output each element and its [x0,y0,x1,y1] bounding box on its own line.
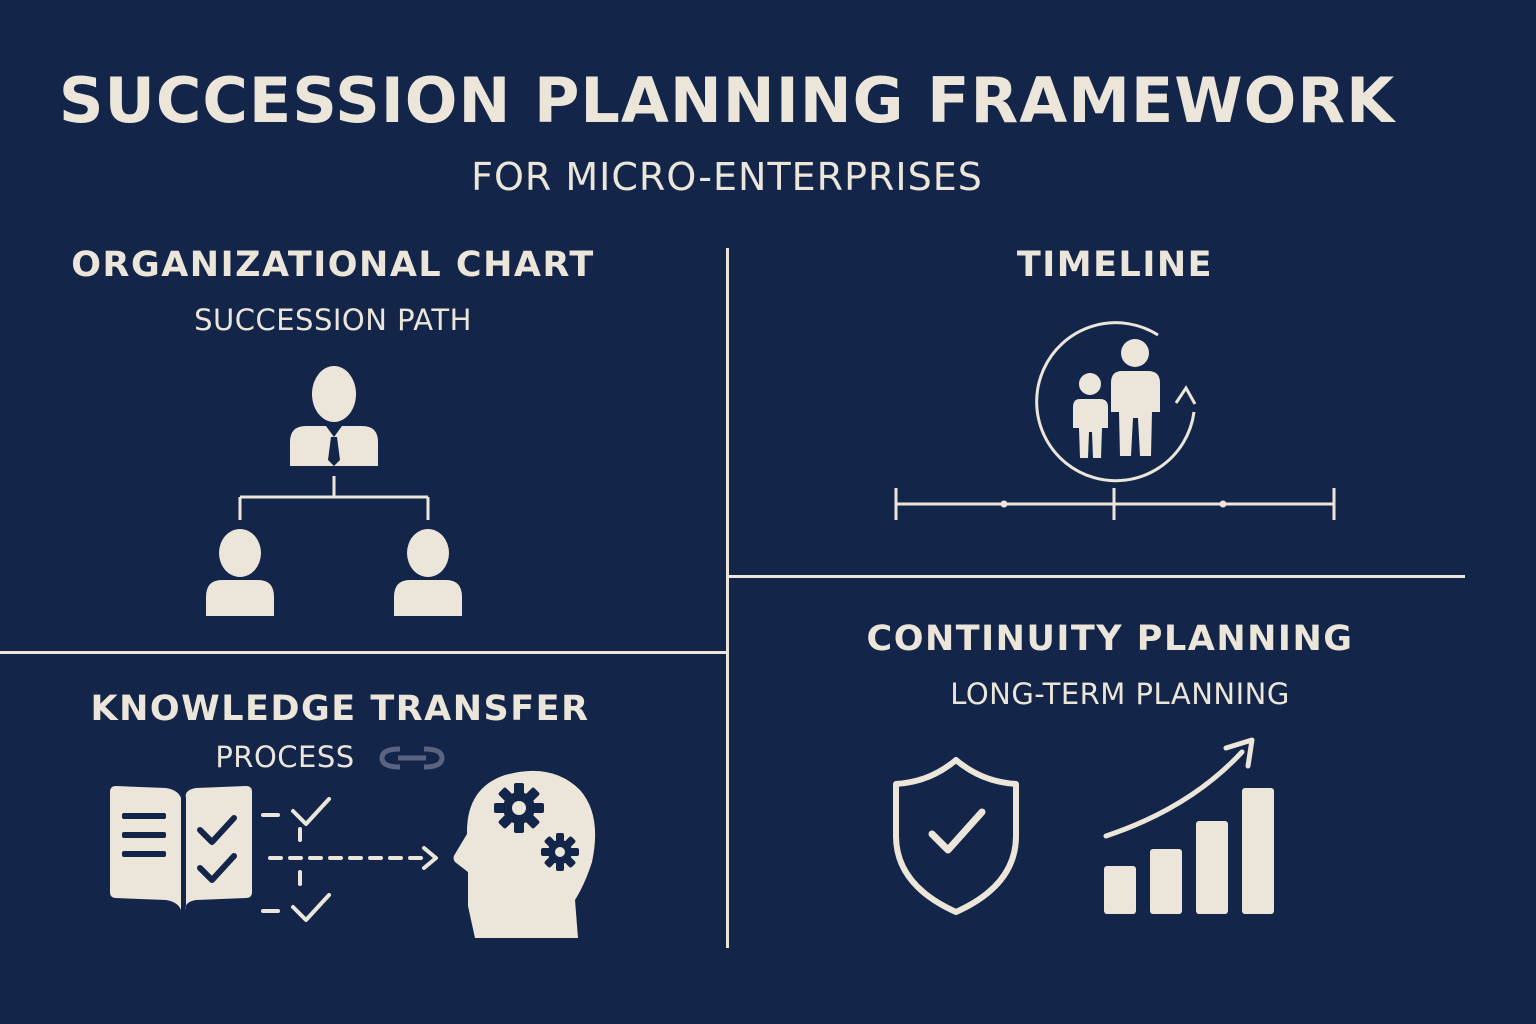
org-chart-connector [238,476,430,520]
page-subtitle: FOR MICRO-ENTERPRISES [471,155,983,199]
successor-icon [206,529,274,616]
knowledge-transfer-subtitle: PROCESS [215,740,355,774]
continuity-title: CONTINUITY PLANNING [866,619,1354,659]
continuity-subtitle: LONG-TERM PLANNING [950,677,1290,711]
timeline-icon [894,488,1336,520]
org-chart-title: ORGANIZATIONAL CHART [71,245,595,285]
manager-icon [290,366,378,466]
knowledge-transfer-title: KNOWLEDGE TRANSFER [90,689,590,729]
page-title: SUCCESSION PLANNING FRAMEWORK [58,64,1396,137]
org-chart-subtitle: SUCCESSION PATH [194,303,472,337]
book-icon [110,786,252,910]
successor-icon [394,529,462,616]
family-icon [1035,321,1197,483]
checklist-icon [261,797,438,922]
timeline-title: TIMELINE [1016,245,1214,285]
growth-chart-icon [1103,737,1274,914]
shield-check-icon [893,757,1019,915]
vertical-divider [726,248,729,948]
left-horizontal-divider [0,651,727,654]
right-horizontal-divider [729,575,1465,578]
head-gears-icon [453,770,596,938]
link-icon [379,746,445,770]
